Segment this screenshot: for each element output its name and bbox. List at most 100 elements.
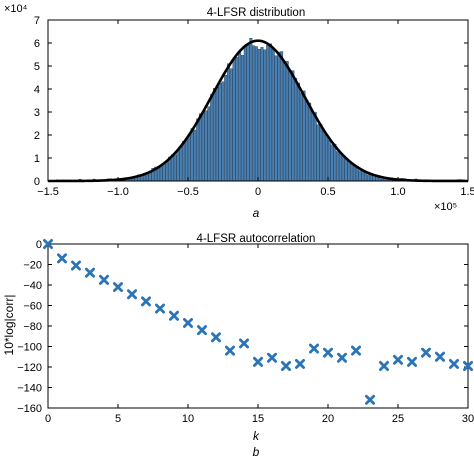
histogram-bar: [142, 174, 146, 182]
histogram-bar: [246, 44, 250, 182]
autocorrelation-point: [99, 274, 109, 285]
histogram-bar: [184, 137, 188, 182]
y-tick-label: −160: [17, 403, 42, 415]
histogram-bar: [243, 45, 247, 182]
x-tick-label: 5: [115, 413, 121, 425]
histogram-bar: [212, 88, 216, 182]
autocorrelation-point: [155, 303, 165, 314]
autocorrelation-point: [393, 354, 403, 365]
autocorrelation-point: [57, 253, 67, 264]
autocorrelation-point: [85, 267, 95, 278]
y-tick-label: −60: [23, 301, 42, 313]
autocorrelation-point: [295, 358, 305, 369]
autocorrelation-frame: [47, 243, 469, 409]
distribution-title: 4-LFSR distribution: [207, 7, 305, 19]
autocorrelation-point: [449, 358, 459, 369]
autocorrelation-point: [253, 356, 263, 367]
histogram-bar: [257, 49, 261, 182]
autocorrelation-point: [113, 282, 123, 293]
autocorrelation-point: [379, 360, 389, 371]
autocorrelation-y-label: 10*log|corr|: [2, 295, 16, 356]
x-tick-label: −1.5: [37, 186, 59, 198]
histogram-bar: [285, 61, 289, 182]
histogram-bar: [319, 123, 323, 182]
histogram-bar: [274, 55, 278, 182]
histogram-bar: [165, 161, 169, 182]
histogram-bar: [215, 87, 219, 182]
y-tick-label: 2: [34, 130, 40, 142]
y-tick-label: 6: [34, 38, 40, 50]
autocorrelation-point: [309, 343, 319, 354]
x-tick-label: 20: [322, 413, 334, 425]
histogram-bar: [358, 170, 362, 182]
histogram-bar: [201, 112, 205, 182]
autocorrelation-point: [351, 345, 361, 356]
x-tick-label: 25: [392, 413, 404, 425]
histogram-bar: [229, 68, 233, 182]
histogram-bar: [299, 92, 303, 182]
y-tick-label: 7: [34, 15, 40, 27]
autocorrelation-point: [43, 239, 53, 249]
y-tick-label: −80: [23, 321, 42, 333]
autocorrelation-point: [421, 347, 431, 358]
distribution-x-multiplier: ×10⁵: [434, 201, 457, 213]
autocorrelation-point: [267, 352, 277, 363]
histogram-bar: [187, 135, 191, 182]
histogram-bar: [224, 75, 228, 182]
x-tick-label: 10: [182, 413, 194, 425]
histogram-bar: [327, 139, 331, 182]
histogram-bar: [271, 47, 275, 182]
x-tick-label: 1.0: [390, 186, 405, 198]
y-tick-label: −40: [23, 280, 42, 292]
histogram-bar: [235, 57, 239, 182]
histogram-bar: [344, 157, 348, 182]
histogram-bar: [367, 174, 370, 182]
histogram-bar: [238, 51, 242, 182]
histogram-bar: [316, 124, 320, 182]
autocorrelation-axes: 0 5 10 15 20 25 30 0 −20 −40 −60 −80 −100 −120 −140 −16…: [17, 239, 474, 425]
histogram-bar: [221, 81, 225, 182]
histogram-bar: [269, 43, 272, 182]
y-tick-label: 4: [34, 84, 40, 96]
histogram-bar: [361, 171, 365, 182]
x-tick-label: 0.5: [320, 186, 335, 198]
histogram-bar: [305, 99, 309, 182]
histogram-bar: [145, 173, 149, 182]
histogram-bar: [347, 160, 351, 182]
histogram-bar: [294, 78, 298, 182]
histogram-bar: [193, 129, 197, 182]
histogram-bar: [210, 94, 214, 182]
histogram-bar: [302, 90, 306, 182]
autocorrelation-point: [239, 338, 249, 349]
distribution-y-multiplier: ×10⁴: [4, 3, 28, 15]
histogram-bar: [190, 128, 194, 182]
y-tick-label: −20: [23, 260, 42, 272]
histogram-bar: [232, 57, 236, 182]
autocorrelation-markers: [43, 239, 473, 405]
histogram-bar: [339, 152, 342, 182]
autocorrelation-point: [183, 317, 193, 328]
y-tick-label: 0: [36, 239, 42, 251]
autocorrelation-point: [211, 332, 221, 343]
y-tick-label: −100: [17, 342, 42, 354]
histogram-bar: [204, 110, 208, 182]
histogram-bar: [266, 45, 270, 182]
histogram-bar: [198, 113, 202, 182]
histogram-bar: [288, 70, 292, 182]
histogram-bar: [260, 47, 264, 182]
autocorrelation-title: 4-LFSR autocorrelation: [197, 233, 316, 245]
histogram-bar: [325, 134, 328, 182]
x-tick-label: 1.5: [460, 186, 474, 198]
distribution-caption: a: [253, 206, 260, 220]
autocorrelation-x-label: k: [253, 429, 260, 443]
x-tick-label: −0.5: [177, 186, 199, 198]
histogram-bar: [159, 166, 163, 182]
histogram-bar: [311, 111, 314, 182]
autocorrelation-point: [281, 360, 291, 371]
x-tick-label: 0: [45, 413, 51, 425]
x-tick-label: −1.0: [107, 186, 129, 198]
distribution-chart: 4-LFSR distribution ×10⁴ −1.5 −1.0 −0.5 0 0.…: [4, 3, 474, 220]
histogram-bar: [196, 118, 200, 182]
autocorrelation-point: [337, 352, 347, 363]
histogram-bar: [263, 49, 267, 182]
